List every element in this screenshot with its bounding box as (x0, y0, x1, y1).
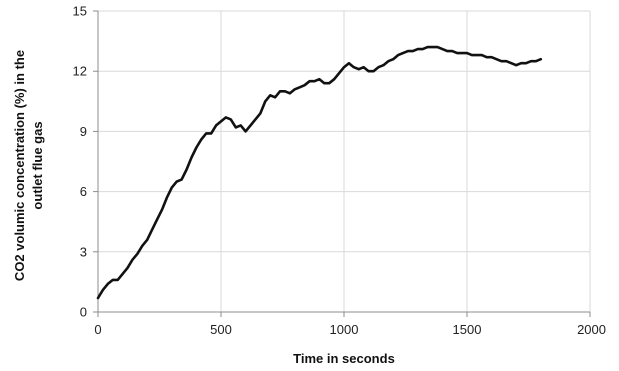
x-axis-title: Time in seconds (293, 351, 395, 366)
x-tick-label: 1500 (453, 322, 482, 337)
y-tick-label: 0 (80, 305, 87, 320)
x-tick-label: 2000 (577, 322, 606, 337)
data-series-line (96, 45, 543, 300)
y-axis-title-line-2: outlet flue gas (30, 121, 45, 209)
y-tick-label: 9 (80, 124, 87, 139)
y-tick-label: 6 (80, 184, 87, 199)
y-tick-label: 3 (80, 244, 87, 259)
tick-labels: 0 3 6 9 12 15 0 500 1000 1500 2000 (73, 4, 606, 338)
series-layer (96, 45, 543, 300)
y-tick-label: 15 (73, 4, 87, 19)
grid (98, 10, 591, 312)
x-tick-label: 0 (94, 322, 101, 337)
x-tick-label: 500 (210, 322, 232, 337)
y-axis-title-line-1: CO2 volumic concentration (%) in the (12, 50, 27, 281)
y-tick-label: 12 (73, 64, 87, 79)
x-tick-label: 1000 (330, 322, 359, 337)
axes (93, 10, 591, 317)
